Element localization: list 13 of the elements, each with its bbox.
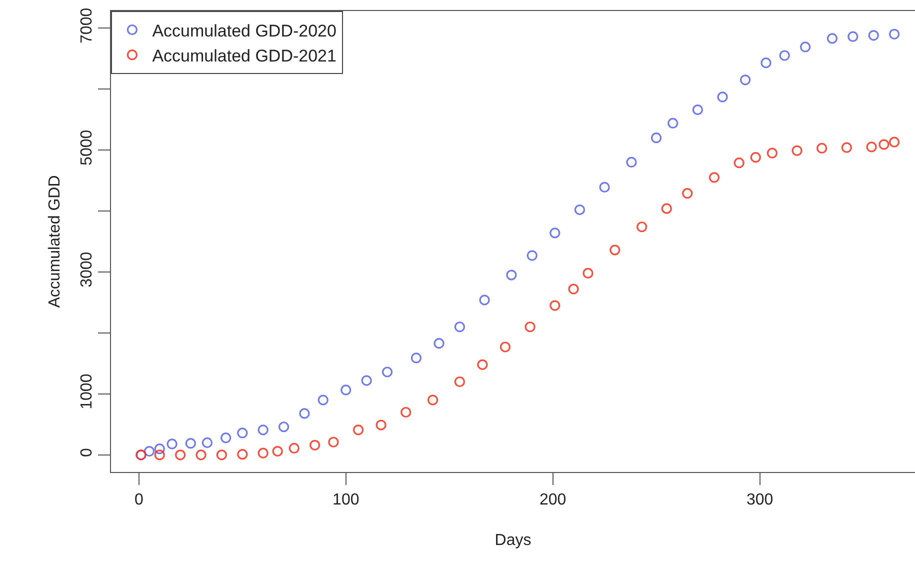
y-axis-title: Accumulated GDD [46,175,64,308]
legend-label: Accumulated GDD-2020 [152,21,336,40]
x-tick-label: 100 [332,491,360,508]
x-tick-label: 200 [539,491,566,508]
x-tick-label: 300 [746,491,774,508]
y-tick-label: 0 [78,448,96,457]
y-tick-label: 1000 [78,374,96,410]
y-tick-label: 3000 [78,252,96,288]
y-tick-label: 7000 [78,8,96,44]
y-tick-label: 5000 [78,130,96,166]
x-axis-title: Days [494,532,532,550]
x-tick-label: 0 [134,491,144,508]
legend-label: Accumulated GDD-2021 [152,46,336,66]
